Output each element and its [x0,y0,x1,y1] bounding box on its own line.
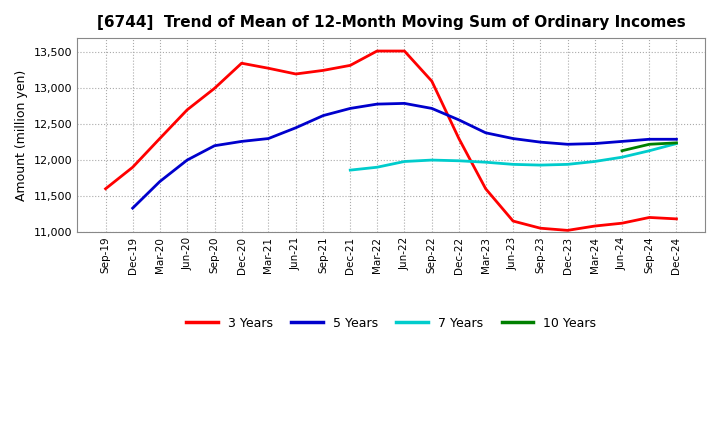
Line: 3 Years: 3 Years [106,51,677,231]
Y-axis label: Amount (million yen): Amount (million yen) [15,70,28,201]
Title: [6744]  Trend of Mean of 12-Month Moving Sum of Ordinary Incomes: [6744] Trend of Mean of 12-Month Moving … [96,15,685,30]
Legend: 3 Years, 5 Years, 7 Years, 10 Years: 3 Years, 5 Years, 7 Years, 10 Years [181,312,600,335]
Line: 5 Years: 5 Years [132,103,677,208]
Line: 10 Years: 10 Years [622,143,677,151]
Line: 7 Years: 7 Years [350,143,677,170]
